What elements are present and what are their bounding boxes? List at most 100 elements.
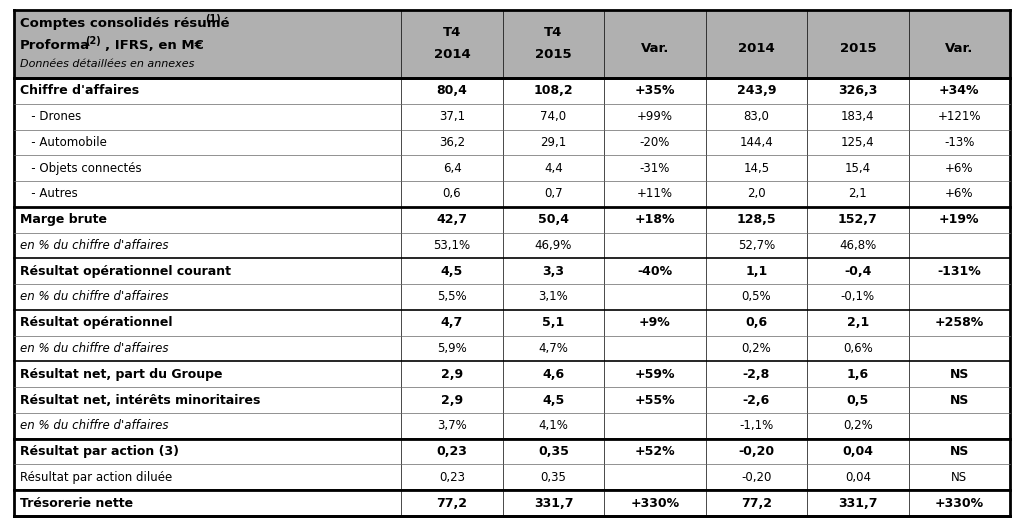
Bar [14, 10, 1010, 78]
Text: 4,4: 4,4 [544, 161, 563, 175]
Text: 52,7%: 52,7% [737, 239, 775, 252]
Text: NS: NS [951, 471, 968, 484]
Text: 0,23: 0,23 [439, 471, 465, 484]
Text: -0,20: -0,20 [738, 445, 774, 458]
Text: en % du chiffre d'affaires: en % du chiffre d'affaires [20, 290, 169, 304]
Text: 74,0: 74,0 [541, 110, 566, 123]
Text: +52%: +52% [635, 445, 675, 458]
Text: -0,20: -0,20 [741, 471, 771, 484]
Text: +11%: +11% [637, 187, 673, 200]
Text: 4,7: 4,7 [441, 316, 463, 329]
Text: T4: T4 [545, 26, 562, 39]
Text: -13%: -13% [944, 136, 975, 149]
Text: 29,1: 29,1 [541, 136, 566, 149]
Text: -131%: -131% [937, 265, 981, 278]
Text: +99%: +99% [637, 110, 673, 123]
Text: +55%: +55% [635, 393, 675, 407]
Text: 15,4: 15,4 [845, 161, 870, 175]
Text: 46,9%: 46,9% [535, 239, 572, 252]
Text: 5,9%: 5,9% [437, 342, 467, 355]
Text: 0,35: 0,35 [541, 471, 566, 484]
Text: 5,5%: 5,5% [437, 290, 467, 304]
Text: +19%: +19% [939, 213, 980, 226]
Text: -31%: -31% [640, 161, 670, 175]
Text: 144,4: 144,4 [739, 136, 773, 149]
Text: Var.: Var. [945, 42, 974, 55]
Text: 53,1%: 53,1% [433, 239, 471, 252]
Text: en % du chiffre d'affaires: en % du chiffre d'affaires [20, 239, 169, 252]
Text: 152,7: 152,7 [838, 213, 878, 226]
Text: 2,0: 2,0 [748, 187, 766, 200]
Text: 4,5: 4,5 [543, 393, 564, 407]
Text: 2014: 2014 [433, 48, 470, 61]
Text: en % du chiffre d'affaires: en % du chiffre d'affaires [20, 342, 169, 355]
Text: Résultat opérationnel courant: Résultat opérationnel courant [20, 265, 231, 278]
Text: +258%: +258% [935, 316, 984, 329]
Text: 4,7%: 4,7% [539, 342, 568, 355]
Text: 2,9: 2,9 [441, 368, 463, 381]
Text: 243,9: 243,9 [736, 84, 776, 97]
Text: Résultat par action (3): Résultat par action (3) [20, 445, 179, 458]
Text: 14,5: 14,5 [743, 161, 769, 175]
Text: +34%: +34% [939, 84, 980, 97]
Text: 331,7: 331,7 [534, 497, 573, 510]
Text: 0,04: 0,04 [845, 471, 870, 484]
Text: - Drones: - Drones [20, 110, 81, 123]
Text: -2,6: -2,6 [742, 393, 770, 407]
Text: -2,8: -2,8 [742, 368, 770, 381]
Text: 0,2%: 0,2% [843, 419, 872, 432]
Text: 0,04: 0,04 [843, 445, 873, 458]
Text: (1): (1) [205, 14, 221, 24]
Text: 2014: 2014 [738, 42, 775, 55]
Text: 0,6%: 0,6% [843, 342, 872, 355]
Text: 42,7: 42,7 [436, 213, 468, 226]
Text: -20%: -20% [640, 136, 670, 149]
Text: NS: NS [949, 445, 969, 458]
Text: +6%: +6% [945, 187, 974, 200]
Text: - Autres: - Autres [20, 187, 78, 200]
Text: 3,3: 3,3 [543, 265, 564, 278]
Text: -0,4: -0,4 [844, 265, 871, 278]
Text: 80,4: 80,4 [436, 84, 467, 97]
Text: 83,0: 83,0 [743, 110, 769, 123]
Text: 6,4: 6,4 [442, 161, 462, 175]
Text: 0,5%: 0,5% [741, 290, 771, 304]
Text: +35%: +35% [635, 84, 675, 97]
Text: Proforma: Proforma [20, 39, 90, 52]
Text: 4,1%: 4,1% [539, 419, 568, 432]
Text: 2015: 2015 [840, 42, 877, 55]
Text: 0,7: 0,7 [544, 187, 563, 200]
Text: 0,35: 0,35 [538, 445, 569, 458]
Text: 4,5: 4,5 [441, 265, 463, 278]
Text: en % du chiffre d'affaires: en % du chiffre d'affaires [20, 419, 169, 432]
Text: 3,7%: 3,7% [437, 419, 467, 432]
Text: +59%: +59% [635, 368, 675, 381]
Text: +9%: +9% [639, 316, 671, 329]
Text: 77,2: 77,2 [436, 497, 468, 510]
Text: +330%: +330% [631, 497, 680, 510]
Text: 46,8%: 46,8% [840, 239, 877, 252]
Text: Résultat net, part du Groupe: Résultat net, part du Groupe [20, 368, 222, 381]
Text: Marge brute: Marge brute [20, 213, 106, 226]
Text: Chiffre d'affaires: Chiffre d'affaires [20, 84, 139, 97]
Text: (2): (2) [85, 36, 100, 46]
Text: 0,6: 0,6 [442, 187, 462, 200]
Text: T4: T4 [442, 26, 461, 39]
Text: 128,5: 128,5 [736, 213, 776, 226]
Text: Données détaillées en annexes: Données détaillées en annexes [20, 59, 195, 69]
Text: , IFRS, en M€: , IFRS, en M€ [105, 39, 204, 52]
Text: 37,1: 37,1 [439, 110, 465, 123]
Text: Résultat net, intérêts minoritaires: Résultat net, intérêts minoritaires [20, 393, 260, 407]
Text: 1,1: 1,1 [745, 265, 768, 278]
Text: +121%: +121% [938, 110, 981, 123]
Text: 2,1: 2,1 [849, 187, 867, 200]
Text: 326,3: 326,3 [838, 84, 878, 97]
Text: +330%: +330% [935, 497, 984, 510]
Text: 2015: 2015 [536, 48, 571, 61]
Text: NS: NS [949, 393, 969, 407]
Text: 4,6: 4,6 [543, 368, 564, 381]
Text: 125,4: 125,4 [841, 136, 874, 149]
Text: 77,2: 77,2 [740, 497, 772, 510]
Text: 3,1%: 3,1% [539, 290, 568, 304]
Text: +18%: +18% [635, 213, 675, 226]
